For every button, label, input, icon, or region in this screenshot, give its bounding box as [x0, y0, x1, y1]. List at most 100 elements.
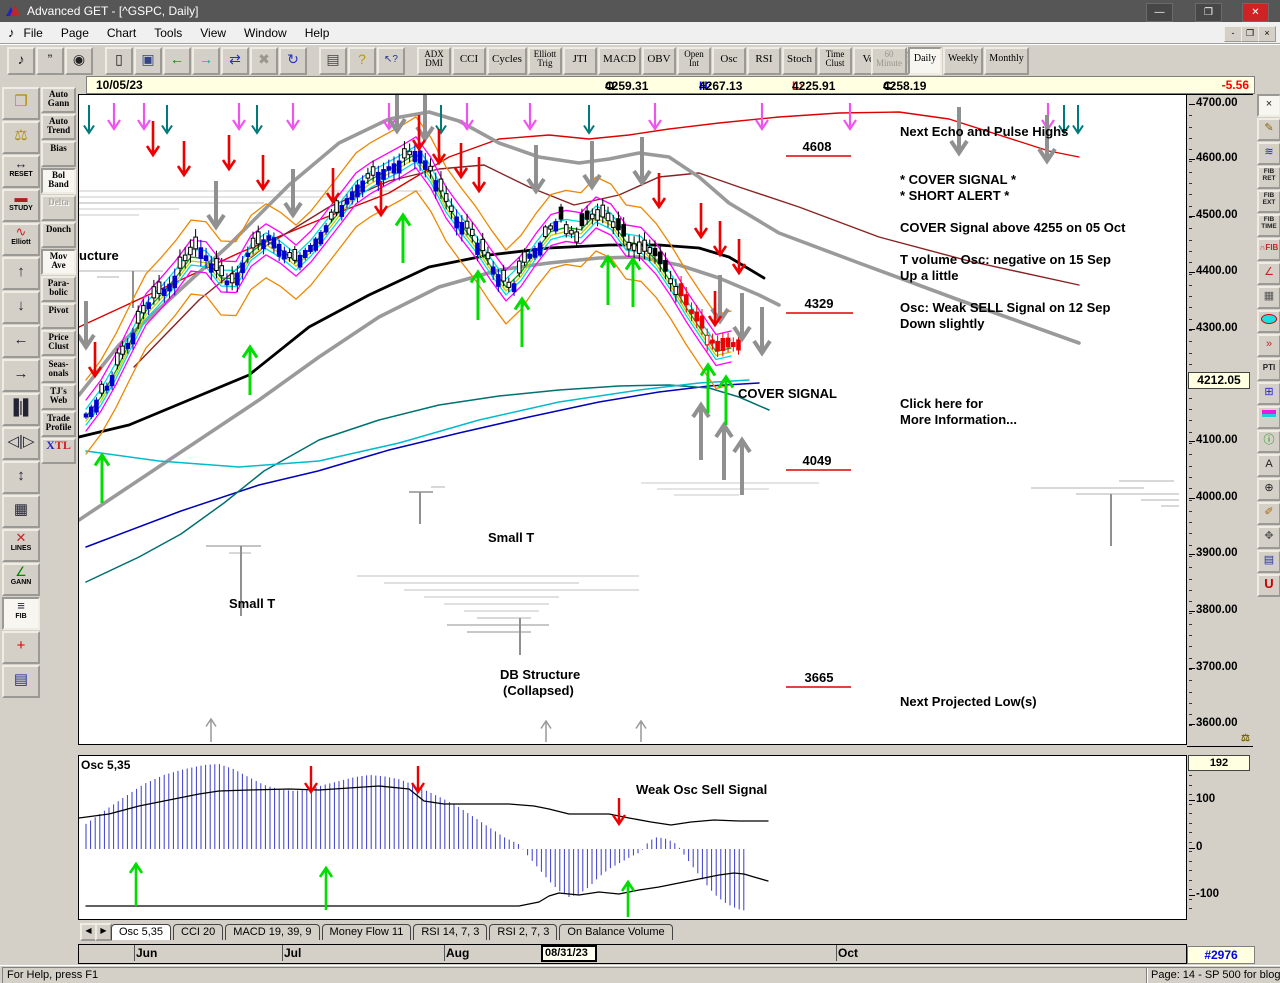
magnet-tool-button[interactable]: U	[1257, 574, 1280, 597]
fib-time-tool-button[interactable]: FIB TIME	[1257, 214, 1280, 237]
study-tjsweb-button[interactable]: TJ's Web	[41, 384, 76, 410]
menu-tools[interactable]: Tools	[154, 25, 183, 40]
previous-page-button[interactable]: ←	[163, 47, 191, 75]
indicator-adx-dmi-button[interactable]: ADX DMI	[417, 47, 451, 75]
menu-help[interactable]: Help	[304, 25, 330, 40]
menu-view[interactable]: View	[200, 25, 227, 40]
refresh-page-button[interactable]: ↻	[279, 47, 307, 75]
grid-toggle-button[interactable]: ▦	[2, 495, 40, 528]
grid-blue-tool-button[interactable]: ⊞	[1257, 382, 1280, 405]
mob-tool-button[interactable]	[1257, 406, 1280, 429]
indicator-obv-button[interactable]: OBV	[641, 47, 676, 75]
oscillator-canvas[interactable]: Osc 5,35 Weak Osc Sell Signal	[78, 756, 1184, 924]
fib-extension-tool-button[interactable]: FIB EXT	[1257, 190, 1280, 213]
scroll-up-button[interactable]: ↑	[2, 257, 40, 290]
compress-vertical-button[interactable]: ↕	[2, 461, 40, 494]
indicator-jti-button[interactable]: JTI	[562, 47, 597, 75]
tab-scroll-right[interactable]: ▶	[95, 923, 112, 941]
tab-money-flow-11[interactable]: Money Flow 11	[321, 924, 412, 940]
report-tool-button[interactable]: ▤	[1257, 550, 1280, 573]
timeframe-daily-button[interactable]: Daily	[908, 47, 942, 75]
gann-tool-button[interactable]: ∠ GANN	[2, 563, 40, 596]
study-button[interactable]: ▬ STUDY	[2, 189, 40, 222]
study-parabolic-button[interactable]: Para- bolic	[41, 276, 76, 302]
crosshair-tool-button[interactable]: +	[2, 631, 40, 664]
delete-page-button[interactable]: ✖	[250, 47, 278, 75]
delete-drawing-tool-button[interactable]: ×	[1257, 94, 1280, 117]
open-chart-button[interactable]: ❒	[2, 87, 40, 120]
study-autotrend-button[interactable]: Auto Trend	[41, 114, 76, 140]
fib-tool-button[interactable]: ≡ FIB	[2, 597, 40, 630]
timeframe-monthly-button[interactable]: Monthly	[984, 47, 1029, 75]
tab-on-balance-volume[interactable]: On Balance Volume	[559, 924, 673, 940]
scroll-down-button[interactable]: ↓	[2, 291, 40, 324]
save-page-button[interactable]: ▣	[134, 47, 162, 75]
lines-tool-button[interactable]: ✕ LINES	[2, 529, 40, 562]
study-tradeprofile-button[interactable]: Trade Profile	[41, 411, 76, 437]
parallel-lines-tool-button[interactable]: ≋	[1257, 142, 1280, 165]
study-pivot-button[interactable]: Pivot	[41, 303, 76, 329]
study-bias-button[interactable]: Bias	[41, 141, 76, 167]
pin-chart-button[interactable]: ♪	[7, 47, 35, 75]
mdi-minimize-button[interactable]: -	[1224, 26, 1242, 42]
context-help-button[interactable]: ↖?	[377, 47, 405, 75]
date-axis[interactable]: JunJulAugSepOct08/31/23	[78, 944, 1187, 964]
elliott-tool-button[interactable]: ∿ Elliott	[2, 223, 40, 256]
info-link[interactable]: Click here for	[900, 396, 983, 411]
tab-scroll-left[interactable]: ◀	[80, 923, 97, 941]
compress-horizontal-button[interactable]: ▐|▌	[2, 393, 40, 426]
price-axis[interactable]: 4700.004600.004500.004400.004300.004200.…	[1187, 94, 1253, 747]
grid-tool-button[interactable]: ▦	[1257, 286, 1280, 309]
study-delta-button[interactable]: Delta	[41, 195, 76, 221]
indicator-rsi-button[interactable]: RSI	[746, 47, 781, 75]
study-autogann-button[interactable]: Auto Gann	[41, 87, 76, 113]
new-page-button[interactable]: ▯	[105, 47, 133, 75]
indicator-osc-button[interactable]: Osc	[711, 47, 746, 75]
menu-chart[interactable]: Chart	[106, 25, 137, 40]
menu-page[interactable]: Page	[60, 25, 89, 40]
indicator-stoch-button[interactable]: Stoch	[781, 47, 818, 75]
zoom-in-tool-button[interactable]: ⊕	[1257, 478, 1280, 501]
menu-file[interactable]: File	[23, 25, 43, 40]
study-priceclust-button[interactable]: Price Clust	[41, 330, 76, 356]
scroll-left-button[interactable]: ←	[2, 325, 40, 358]
expand-tool-button[interactable]: ✥	[1257, 526, 1280, 549]
print-button[interactable]: ▤	[319, 47, 347, 75]
tab-cci-20[interactable]: CCI 20	[173, 924, 224, 940]
tab-osc-5-35[interactable]: Osc 5,35	[111, 924, 172, 940]
fib-circle-tool-button[interactable]: ∩FIB	[1257, 238, 1280, 261]
marker-tool-button[interactable]: ✐	[1257, 502, 1280, 525]
close-button[interactable]: ✕	[1242, 3, 1269, 22]
scroll-right-button[interactable]: →	[2, 359, 40, 392]
menu-window[interactable]: Window	[244, 25, 287, 40]
quote-window-button[interactable]: ”	[36, 47, 64, 75]
properties-button[interactable]: ▤	[2, 665, 40, 698]
indicator-macd-button[interactable]: MACD	[597, 47, 641, 75]
main-chart[interactable]: 4608 4329 4049 3665 Next Echo and Pulse High…	[76, 85, 1187, 747]
timeframe-weekly-button[interactable]: Weekly	[943, 47, 984, 75]
minimize-button[interactable]: —	[1146, 3, 1173, 22]
ellipse-tool-button[interactable]	[1257, 310, 1280, 333]
study-movave-button[interactable]: Mov Ave	[41, 249, 76, 275]
indicator-open-int-button[interactable]: Open Int	[676, 47, 711, 75]
text-tool-button[interactable]: A	[1257, 454, 1280, 477]
indicator-time-clust-button[interactable]: Time Clust	[818, 47, 853, 75]
reset-button[interactable]: ↔ RESET	[2, 155, 40, 188]
fan-lines-tool-button[interactable]: ∠	[1257, 262, 1280, 285]
indicator-cycles-button[interactable]: Cycles	[487, 47, 527, 75]
copy-page-button[interactable]: ⇄	[221, 47, 249, 75]
study-bolband-button[interactable]: Bol Band	[41, 168, 76, 194]
study-seasonals-button[interactable]: Seas- onals	[41, 357, 76, 383]
indicator-cci-button[interactable]: CCI	[452, 47, 486, 75]
study-donch-button[interactable]: Donch	[41, 222, 76, 248]
tab-macd-19-39-9[interactable]: MACD 19, 39, 9	[225, 924, 320, 940]
restore-button[interactable]: ❐	[1195, 3, 1222, 22]
oscillator-panel[interactable]: Osc 5,35 Weak Osc Sell Signal	[78, 755, 1187, 924]
mdi-close-button[interactable]: ×	[1258, 26, 1276, 42]
timeframe-60-minute-button[interactable]: 60 Minute	[871, 47, 907, 75]
child-window-icon[interactable]: ♪	[8, 25, 15, 40]
study-xtl-button[interactable]: XTL	[41, 438, 76, 464]
fib-retracement-tool-button[interactable]: FIB RET	[1257, 166, 1280, 189]
tab-rsi-14-7-3[interactable]: RSI 14, 7, 3	[413, 924, 488, 940]
help-button[interactable]: ?	[348, 47, 376, 75]
